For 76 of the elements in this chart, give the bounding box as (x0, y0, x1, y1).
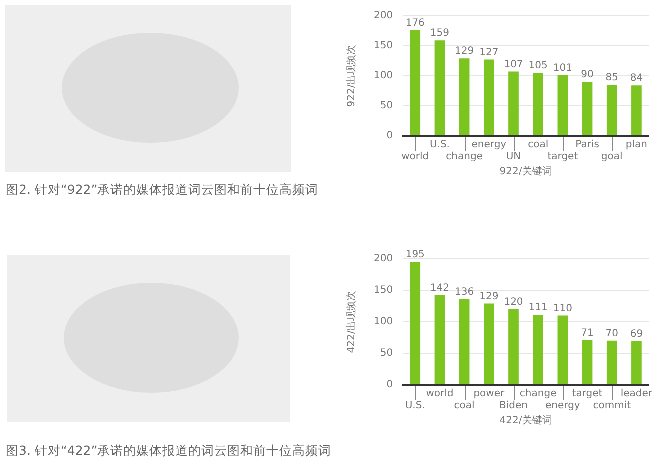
bar (434, 40, 446, 136)
y-tick-label: 100 (374, 316, 394, 328)
data-label: 111 (528, 302, 548, 314)
bar (606, 85, 618, 136)
bar (632, 342, 642, 384)
x-tick-label: UN (506, 152, 522, 163)
x-tick-label: commit (593, 400, 632, 412)
y-axis-title: 922/出现频次 (346, 44, 358, 108)
x-tick-label: Biden (500, 400, 528, 412)
data-label: 84 (630, 73, 644, 84)
y-tick-label: 150 (374, 40, 394, 52)
bar (508, 309, 519, 384)
x-tick-label: U.S. (430, 140, 450, 151)
bar (582, 82, 593, 136)
data-label: 107 (504, 59, 524, 70)
bar (558, 75, 568, 136)
x-axis-title: 922/关键词 (500, 166, 552, 178)
y-tick-label: 200 (374, 10, 394, 22)
data-label: 71 (581, 328, 594, 339)
bar (410, 262, 421, 384)
x-axis-title: 422/关键词 (500, 414, 552, 427)
x-tick-label: power (474, 388, 506, 400)
data-label: 110 (553, 303, 572, 314)
x-tick-label: energy (472, 140, 507, 151)
x-tick-label: leader (620, 388, 654, 400)
y-tick-label: 0 (386, 380, 394, 391)
data-label: 90 (581, 70, 594, 81)
x-tick-label: Paris (576, 140, 600, 151)
x-tick-label: plan (626, 140, 648, 151)
y-tick-label: 100 (374, 70, 394, 82)
bar (533, 315, 544, 384)
data-label: 129 (455, 46, 474, 58)
bar (410, 30, 421, 136)
x-tick-label: coal (454, 400, 475, 412)
data-label: 69 (630, 329, 644, 340)
data-label: 105 (528, 60, 548, 72)
data-label: 142 (430, 283, 450, 294)
bar (459, 58, 470, 136)
data-label: 70 (606, 328, 618, 340)
x-tick-label: world (402, 152, 430, 163)
y-tick-label: 50 (380, 100, 394, 112)
data-label: 129 (480, 291, 499, 302)
bar (459, 299, 470, 384)
y-tick-label: 150 (374, 285, 394, 296)
data-label: 136 (455, 286, 474, 298)
x-tick-label: world (426, 388, 454, 400)
caption: 图2. 针对“922”承诺的媒体报道词云图和前十位高频词 (6, 182, 319, 199)
bar (582, 340, 593, 384)
data-label: 101 (553, 62, 572, 74)
data-label: 159 (430, 28, 450, 40)
bar (533, 73, 544, 136)
x-tick-label: target (572, 388, 603, 400)
bar (558, 316, 568, 384)
data-label: 85 (606, 72, 618, 84)
bar (484, 60, 494, 136)
y-tick-label: 0 (386, 130, 394, 142)
bar (632, 86, 642, 136)
data-label: 176 (406, 18, 425, 29)
y-tick-label: 200 (374, 254, 394, 265)
x-tick-label: change (446, 152, 483, 163)
x-tick-label: U.S. (405, 400, 426, 412)
data-label: 127 (480, 47, 499, 58)
y-axis-title: 422/出现频次 (346, 290, 358, 354)
y-tick-label: 50 (380, 348, 394, 360)
caption: 图3. 针对“422”承诺的媒体报道的词云图和前十位高频词 (6, 443, 332, 460)
x-tick-label: target (548, 152, 578, 163)
bar (484, 304, 494, 384)
x-tick-label: goal (601, 152, 623, 163)
bar (434, 296, 446, 384)
data-label: 120 (504, 296, 524, 308)
bar (508, 72, 519, 136)
data-label: 195 (406, 250, 425, 261)
x-tick-label: change (520, 388, 557, 400)
bar (606, 340, 618, 384)
x-tick-label: coal (528, 140, 549, 151)
x-tick-label: energy (546, 400, 580, 412)
